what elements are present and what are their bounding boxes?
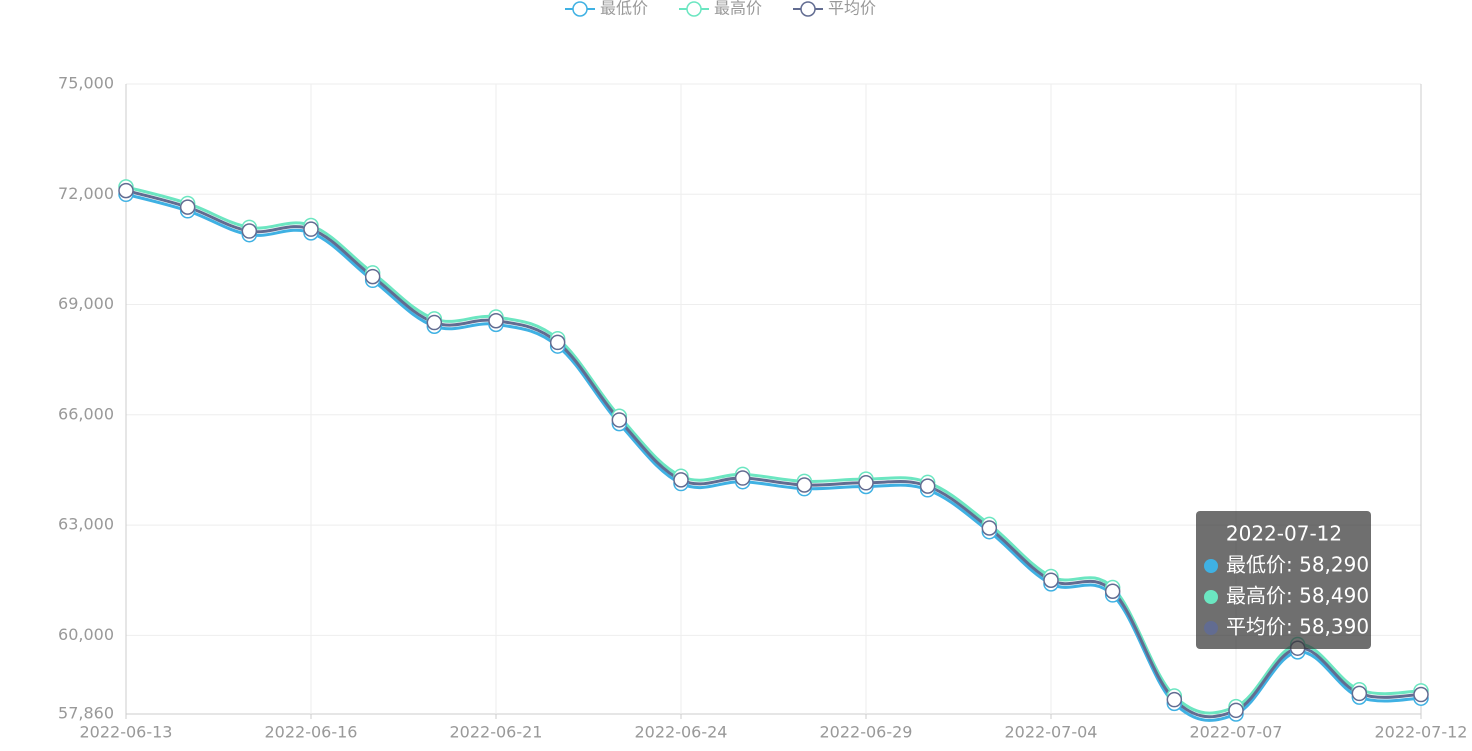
legend-marker (572, 1, 588, 17)
tooltip-dot (1204, 621, 1218, 635)
series-line (125, 192, 1422, 722)
x-tick-label: 2022-07-07 (1190, 723, 1283, 742)
y-tick-label: 63,000 (58, 515, 114, 534)
y-tick-label: 75,000 (58, 74, 114, 93)
y-tick-label: 72,000 (58, 184, 114, 203)
x-tick-label: 2022-06-16 (265, 723, 358, 742)
legend-label: 最高价 (714, 0, 762, 18)
data-point (488, 312, 504, 329)
legend: 最低价 最高价 平均价 (565, 0, 876, 18)
data-point (241, 223, 258, 239)
data-point (118, 182, 134, 199)
tooltip-entry: 最低价: 58,290 (1226, 553, 1369, 577)
data-point (1166, 691, 1183, 708)
data-point (1228, 702, 1244, 719)
legend-label: 平均价 (828, 0, 876, 18)
data-point (734, 470, 751, 486)
tooltip-dot (1204, 590, 1218, 604)
tooltip-entry: 最高价: 58,490 (1226, 584, 1369, 608)
data-point (796, 477, 813, 493)
data-point (1413, 686, 1429, 703)
data-point (858, 475, 874, 491)
data-point (919, 478, 936, 494)
tooltip-entry: 平均价: 58,390 (1226, 615, 1369, 639)
y-tick-label: 69,000 (58, 294, 114, 313)
tooltip-dot (1204, 559, 1218, 573)
data-point (981, 520, 998, 536)
data-point (611, 412, 628, 428)
y-tick-label: 60,000 (58, 625, 114, 644)
y-tick-label: 66,000 (58, 404, 114, 423)
data-point (549, 334, 566, 351)
x-tick-label: 2022-06-21 (450, 723, 543, 742)
data-point (1351, 685, 1368, 702)
data-point (673, 472, 689, 488)
tooltip-box (1196, 511, 1371, 649)
x-tick-label: 2022-06-29 (820, 723, 913, 742)
tooltip: 2022-07-12 最低价: 58,290 最高价: 58,490 平均价: 58,… (1196, 511, 1371, 649)
data-point (1104, 583, 1121, 599)
x-tick-label: 2022-07-12 (1375, 723, 1468, 742)
y-tick-label: 57,860 (58, 704, 114, 723)
legend-marker (800, 1, 816, 17)
data-point (426, 314, 443, 331)
data-point (1043, 572, 1059, 588)
x-tick-label: 2022-06-24 (635, 723, 728, 742)
series-line (125, 185, 1422, 715)
series-line (125, 189, 1422, 719)
data-point (303, 221, 319, 237)
data-point (364, 268, 381, 285)
x-tick-label: 2022-07-04 (1005, 723, 1098, 742)
data-point (179, 199, 196, 215)
tooltip-title: 2022-07-12 (1226, 522, 1342, 546)
x-tick-label: 2022-06-13 (80, 723, 173, 742)
legend-marker (686, 1, 702, 17)
legend-label: 最低价 (600, 0, 648, 18)
